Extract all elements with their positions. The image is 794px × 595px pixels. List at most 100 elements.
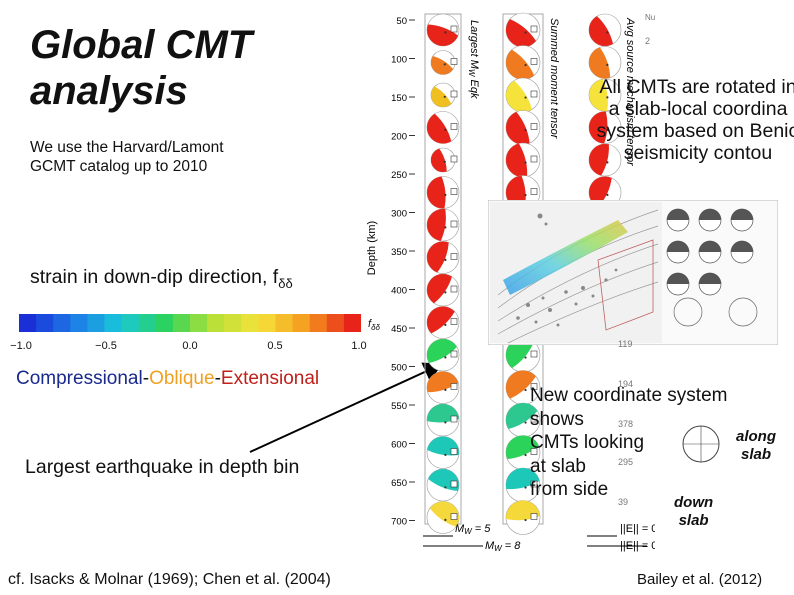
- scale-mw5-val: = 5: [472, 523, 492, 535]
- event-count: 194: [618, 379, 634, 389]
- summed-tensor-beachball: [505, 77, 541, 113]
- seismicity-dots: [516, 213, 618, 327]
- column-header-largest-sub: W: [467, 69, 476, 78]
- depth-axis-ticks: 50 100 150 200 250 300 350 400 450 500 550 600 650 70…: [391, 16, 415, 528]
- largest-eqk-beachballs: [426, 13, 460, 534]
- largest-eqk-beachball: [426, 273, 460, 307]
- avg-mechanism-beachball: [588, 46, 622, 79]
- avg-mechanism-beachball: [588, 143, 622, 177]
- depth-tick-label: 500: [391, 363, 407, 374]
- slab-map-inset: [488, 200, 778, 345]
- depth-tick-label: 450: [391, 324, 407, 335]
- column-header-largest-suffix: Eqk: [468, 76, 480, 99]
- rotation-note: All CMTs are rotated in a slab-local coo…: [578, 76, 794, 164]
- new-coordinate-line: from side: [530, 479, 609, 500]
- largest-eqk-beachball: [426, 241, 460, 274]
- regime-oblique: Oblique: [149, 368, 215, 389]
- depth-tick-label: 350: [391, 247, 407, 258]
- t-axis-marker: [450, 480, 458, 488]
- scale-e1: ||E|| = 0.3: [620, 523, 655, 535]
- new-coordinate-line: CMTs looking: [530, 432, 645, 453]
- t-axis-marker: [530, 448, 538, 455]
- study-region-outline: [597, 239, 654, 331]
- t-axis-marker: [530, 350, 538, 358]
- inset-beachball: [730, 208, 754, 232]
- inset-beachball: [698, 240, 722, 264]
- inset-beachball: [666, 208, 690, 232]
- colorbar-cell: [190, 314, 208, 332]
- inset-beachball: [730, 240, 754, 264]
- summed-tensor-beachball: [505, 45, 541, 80]
- colorbar-ticks: −1.0 −0.5 0.0 0.5 1.0: [0, 340, 380, 360]
- t-axis-marker: [450, 383, 458, 390]
- rotation-note-line: seismicity contou: [623, 142, 773, 164]
- depth-tick-label: 200: [391, 132, 407, 143]
- page-title: Global CMT analysis: [30, 22, 252, 114]
- t-axis-marker: [450, 155, 458, 163]
- new-coordinate-note: New coordinate system shows CMTs looking…: [530, 384, 727, 502]
- rotation-note-line: a slab-local coordina: [608, 98, 788, 120]
- rotation-note-line: All CMTs are rotated in: [599, 76, 794, 98]
- new-coordinate-line: at slab: [530, 455, 586, 477]
- inset-beachball: [666, 272, 690, 296]
- new-coordinate-line: shows: [530, 408, 584, 430]
- largest-eqk-beachball: [426, 501, 460, 534]
- avg-mechanism-beachballs: [588, 13, 622, 209]
- cmt-depth-figure: Depth (km) 50 100 150 200 250 300 350 400 450 500…: [366, 12, 655, 553]
- colorbar-cell: [138, 314, 157, 332]
- inset-beachballs: [666, 208, 758, 327]
- subtitle-line-2: GCMT catalog up to 2010: [30, 158, 208, 175]
- rotation-note-line: system based on Benio: [596, 120, 794, 142]
- largest-eqk-beachball: [426, 176, 460, 209]
- colorbar-tick: 0.0: [182, 340, 198, 352]
- largest-eqk-beachball: [426, 436, 460, 469]
- colorbar-tick: −0.5: [95, 340, 117, 352]
- colorbar-label-sub: δδ: [371, 323, 380, 333]
- event-count: 295: [618, 457, 634, 467]
- colorbar-cell: [104, 314, 123, 332]
- new-coordinate-line: New coordinate system: [530, 385, 728, 406]
- orientation-diagram: [682, 425, 720, 463]
- t-axis-marker: [450, 220, 458, 228]
- down-slab-line: down: [674, 494, 714, 511]
- largest-eqk-beachball: [426, 338, 460, 372]
- colorbar-label-f: f: [368, 318, 372, 330]
- t-axis-marker: [450, 448, 458, 455]
- colorbar-label: fδδ: [368, 318, 380, 332]
- map-area: [490, 202, 662, 343]
- summed-tensor-beachball: [505, 435, 541, 470]
- depth-tick-label: 400: [391, 286, 407, 297]
- t-axis-marker: [530, 188, 538, 195]
- t-axis-marker: [530, 480, 538, 488]
- count-partial: 2: [645, 36, 650, 46]
- largest-eqk-beachball: [426, 13, 460, 47]
- event-count: 378: [618, 419, 634, 429]
- avg-mechanism-beachball: [588, 111, 622, 144]
- depth-tick-label: 50: [396, 16, 407, 27]
- t-axis-marker: [530, 25, 538, 33]
- colorbar-cell: [121, 314, 140, 332]
- scale-mw5: MW = 5: [455, 523, 491, 536]
- scale-mw8-val: = 8: [502, 540, 522, 552]
- column-header-number: Number: [645, 13, 655, 22]
- regime-extensional: Extensional: [220, 368, 320, 389]
- colorbar-cell: [275, 314, 294, 332]
- colorbar-cell: [258, 314, 276, 332]
- t-axis-marker: [450, 90, 458, 98]
- t-axis-marker: [450, 415, 458, 423]
- colorbar-cell: [70, 314, 88, 332]
- t-axis-marker: [450, 58, 458, 65]
- event-count: 119: [618, 339, 633, 349]
- catalog-description: We use the Harvard/Lamont GCMT catalog u…: [30, 138, 224, 176]
- colorbar-cell: [172, 314, 191, 332]
- title-line-1: Global CMT: [30, 23, 253, 67]
- strain-label: strain in down-dip direction, fδδ: [30, 266, 293, 291]
- column-header-summed: Summed moment tensor: [548, 18, 560, 140]
- depth-tick-label: 300: [391, 209, 407, 220]
- depth-tick-label: 700: [391, 517, 407, 528]
- strain-colorbar: [19, 314, 361, 332]
- largest-eqk-beachball: [426, 306, 460, 339]
- colorbar-cell: [224, 314, 242, 332]
- colorbar-tick: 0.5: [267, 340, 283, 352]
- t-axis-marker: [530, 123, 538, 130]
